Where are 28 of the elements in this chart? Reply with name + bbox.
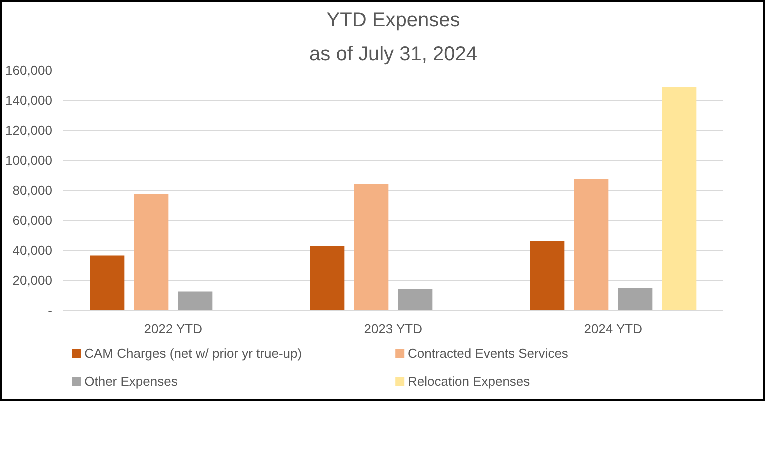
bar bbox=[618, 288, 653, 310]
y-tick-label: 60,000 bbox=[12, 213, 53, 228]
y-tick-label: 120,000 bbox=[6, 123, 53, 138]
x-tick-label: 2024 YTD bbox=[584, 322, 643, 336]
x-tick-label: 2023 YTD bbox=[364, 322, 423, 336]
bar bbox=[354, 184, 389, 310]
bar bbox=[530, 242, 565, 310]
bar bbox=[90, 256, 125, 310]
chart-subtitle: as of July 31, 2024 bbox=[310, 44, 478, 66]
legend-label: CAM Charges (net w/ prior yr true-up) bbox=[84, 346, 302, 361]
legend-label: Other Expenses bbox=[84, 374, 178, 389]
y-tick-label: 20,000 bbox=[12, 273, 53, 288]
bar bbox=[134, 194, 169, 310]
bar bbox=[574, 179, 609, 310]
bar bbox=[310, 246, 345, 310]
legend-label: Relocation Expenses bbox=[408, 374, 531, 389]
bar bbox=[662, 87, 697, 310]
y-tick-label: 100,000 bbox=[6, 153, 53, 168]
y-tick-label: 140,000 bbox=[6, 93, 53, 108]
y-tick-label: 40,000 bbox=[12, 243, 53, 258]
chart-title: YTD Expenses bbox=[326, 10, 460, 32]
legend-label: Contracted Events Services bbox=[408, 346, 569, 361]
y-tick-label: 160,000 bbox=[6, 63, 53, 78]
bar bbox=[178, 292, 213, 310]
y-tick-label: - bbox=[48, 303, 53, 318]
x-tick-label: 2022 YTD bbox=[144, 322, 203, 336]
bar bbox=[398, 290, 433, 310]
y-tick-label: 80,000 bbox=[12, 183, 53, 198]
